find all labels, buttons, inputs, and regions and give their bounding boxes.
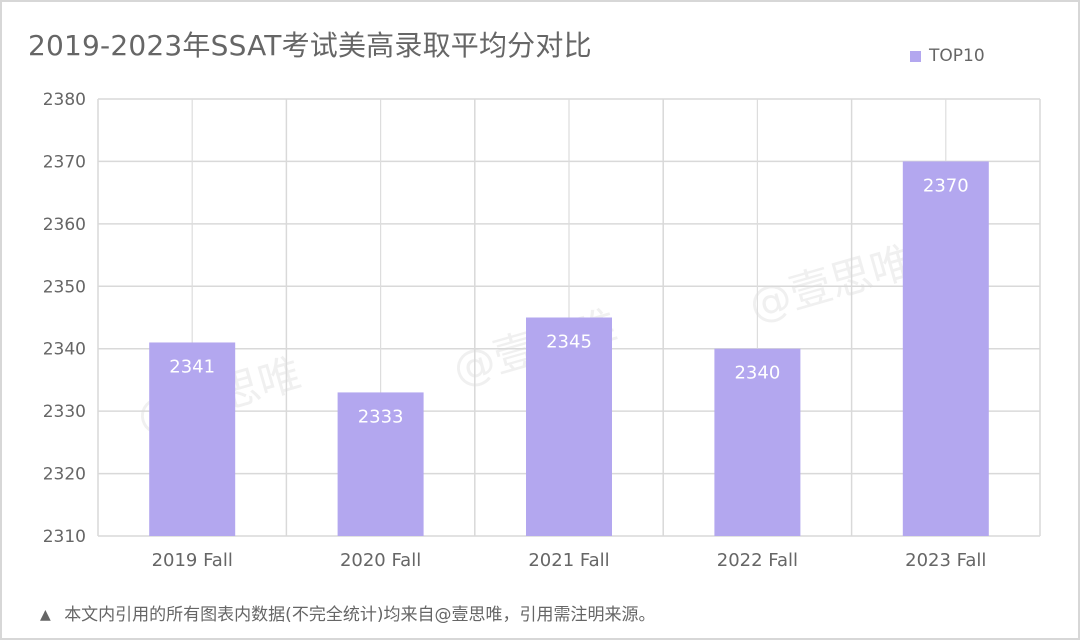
legend-label: TOP10 xyxy=(929,46,985,66)
bar xyxy=(526,317,612,536)
y-tick-label: 2350 xyxy=(43,277,86,297)
y-tick-label: 2380 xyxy=(43,90,86,110)
x-tick-label: 2020 Fall xyxy=(340,550,421,571)
bar xyxy=(902,161,989,536)
legend: TOP10 xyxy=(910,46,985,66)
y-tick-label: 2340 xyxy=(43,340,86,360)
footnote-symbol: ▲ xyxy=(40,607,51,623)
bar-value-label: 2333 xyxy=(358,406,404,427)
x-tick-label: 2021 Fall xyxy=(528,550,609,571)
y-tick-label: 2310 xyxy=(43,527,86,547)
x-tick-label: 2022 Fall xyxy=(717,550,798,571)
y-tick-label: 2370 xyxy=(43,152,86,172)
bar xyxy=(149,342,236,536)
bar-value-label: 2370 xyxy=(923,175,969,196)
bar-value-label: 2345 xyxy=(546,332,592,353)
footnote: ▲ 本文内引用的所有图表内数据(不完全统计)均来自@壹思唯，引用需注明来源。 xyxy=(40,600,655,625)
footnote-text: 本文内引用的所有图表内数据(不完全统计)均来自@壹思唯，引用需注明来源。 xyxy=(64,605,656,625)
legend-swatch xyxy=(910,50,921,62)
bar xyxy=(337,392,424,536)
y-tick-label: 2360 xyxy=(43,215,86,235)
bar xyxy=(714,348,801,536)
bar-value-label: 2341 xyxy=(169,356,215,377)
bar-value-label: 2340 xyxy=(734,363,780,384)
x-tick-label: 2019 Fall xyxy=(152,550,233,571)
chart-title: 2019-2023年SSAT考试美高录取平均分对比 xyxy=(28,29,592,62)
y-tick-label: 2320 xyxy=(43,465,86,485)
y-tick-label: 2330 xyxy=(43,402,86,422)
x-tick-label: 2023 Fall xyxy=(905,550,986,571)
